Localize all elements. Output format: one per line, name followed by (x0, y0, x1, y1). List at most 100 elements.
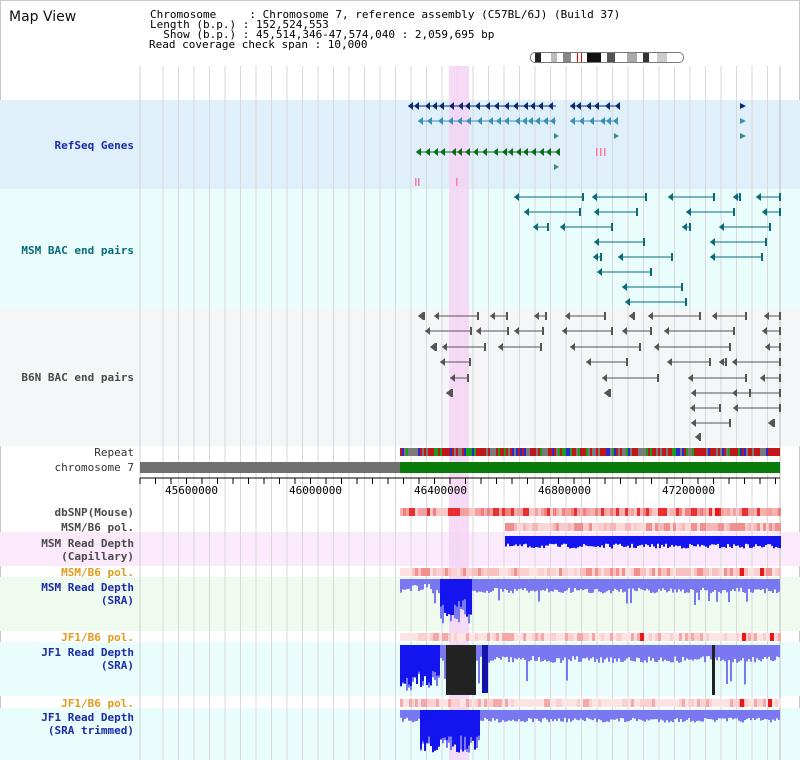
read-depth-bar (596, 710, 598, 722)
snp-mark (517, 568, 520, 576)
refseq-genes-label[interactable]: RefSeq Genes (54, 139, 134, 152)
bac-end-marker (625, 298, 630, 306)
snp-mark (478, 508, 481, 516)
snp-mark (535, 568, 538, 576)
read-depth-bar (589, 536, 591, 547)
snp-mark (517, 508, 520, 516)
read-depth-bar (406, 645, 408, 678)
read-depth-bar (534, 579, 536, 592)
snp-mark (523, 633, 526, 641)
read-depth-bar (578, 579, 580, 591)
snp-mark (625, 523, 628, 531)
jf1-b6-pol-label[interactable]: JF1/B6 pol. (61, 631, 134, 644)
snp-mark (466, 568, 469, 576)
gene-arrow (555, 148, 560, 156)
read-depth-bar (630, 645, 632, 661)
jf1-depth-trim-label-1[interactable]: JF1 Read Depth (41, 711, 134, 724)
read-depth-bar (720, 645, 722, 662)
snp-mark (709, 633, 712, 641)
read-depth-bar (576, 710, 578, 720)
read-depth-bar (432, 645, 434, 672)
read-depth-bar (414, 579, 416, 586)
read-depth-bar (724, 579, 726, 591)
repeat-mark (716, 448, 718, 456)
snp-mark (670, 633, 673, 641)
snp-mark (601, 523, 604, 531)
repeat-mark (604, 448, 606, 456)
snp-mark (631, 508, 634, 516)
snp-mark (625, 568, 628, 576)
dbsnp-label[interactable]: dbSNP(Mouse) (54, 506, 134, 519)
repeat-mark (636, 448, 638, 456)
snp-mark (760, 568, 764, 576)
snp-mark (610, 568, 613, 576)
bac-end-marker (732, 358, 737, 366)
msm-b6-pol-label[interactable]: MSM/B6 pol. (61, 521, 134, 534)
read-depth-bar (701, 536, 703, 545)
snp-mark (778, 508, 781, 516)
read-depth-bar (608, 645, 610, 662)
read-depth-bar (648, 645, 650, 657)
read-depth-bar (744, 710, 746, 721)
snp-mark (442, 508, 445, 516)
read-depth-bar (709, 536, 711, 546)
read-depth-bar (706, 579, 708, 591)
repeat-mark (536, 448, 538, 456)
gene-arrow (418, 117, 423, 125)
repeat-mark (482, 448, 484, 456)
msm-depth-capillary-label-1[interactable]: MSM Read Depth (41, 537, 134, 550)
msm-depth-sra-label-1[interactable]: MSM Read Depth (41, 581, 134, 594)
snp-mark (748, 508, 751, 516)
jf1-b6-pol-2-label[interactable]: JF1/B6 pol. (61, 697, 134, 710)
read-depth-bar (572, 579, 574, 592)
read-depth-bar (636, 645, 638, 658)
read-depth-bar (668, 710, 670, 723)
read-depth-bar (480, 579, 482, 592)
bac-end-marker (645, 193, 647, 201)
msm-bac-label[interactable]: MSM BAC end pairs (21, 244, 134, 257)
repeat-mark (574, 448, 576, 456)
read-depth-bar (698, 710, 700, 721)
read-depth-bar (734, 645, 736, 659)
snp-mark (433, 568, 436, 576)
read-depth-bar (750, 645, 752, 662)
snp-mark (664, 633, 667, 641)
msm-b6-pol-sra-label[interactable]: MSM/B6 pol. (61, 566, 134, 579)
read-depth-bar (713, 536, 715, 545)
snp-mark (553, 699, 556, 707)
jf1-depth-sra-label-1[interactable]: JF1 Read Depth (41, 646, 134, 659)
snp-mark (740, 568, 744, 576)
read-depth-bar (626, 579, 628, 604)
snp-mark (697, 523, 700, 531)
gene-arrow (614, 133, 619, 139)
repeat-mark (452, 448, 454, 456)
repeat-mark (450, 448, 452, 456)
repeat-mark (518, 448, 520, 456)
gene-arrow (605, 102, 610, 110)
bac-end-marker (565, 312, 570, 320)
read-depth-bar (735, 536, 737, 546)
chromosome-line: Chromosome : Chromosome 7, reference ass… (150, 8, 621, 21)
read-depth-bar (772, 645, 774, 662)
chromosome-ideogram[interactable] (530, 52, 684, 63)
snp-mark (490, 508, 493, 516)
read-depth-bar (696, 710, 698, 721)
read-depth-bar (574, 579, 576, 589)
snp-mark (412, 508, 415, 516)
snp-mark (553, 633, 556, 641)
bac-end-marker (729, 343, 731, 351)
read-depth-bar (688, 645, 690, 660)
read-depth-bar (602, 579, 604, 594)
gene-arrow (513, 102, 518, 110)
snp-mark (775, 568, 778, 576)
snp-mark (703, 568, 706, 576)
read-depth-bar (607, 536, 609, 544)
repeat-mark (432, 448, 434, 456)
snp-mark (604, 568, 607, 576)
snp-mark (403, 633, 406, 641)
bac-end-marker (547, 223, 549, 231)
repeat-mark (510, 448, 512, 456)
snp-mark (580, 568, 583, 576)
b6n-bac-label[interactable]: B6N BAC end pairs (21, 371, 134, 384)
